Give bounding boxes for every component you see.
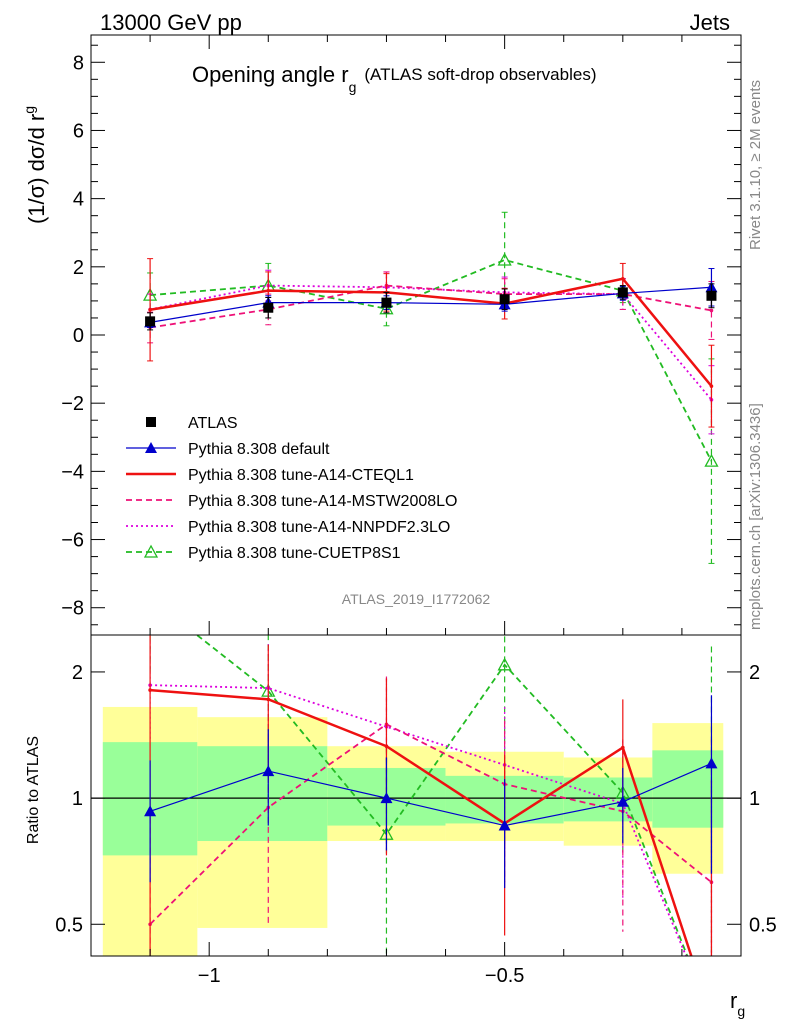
legend-label: Pythia 8.308 tune-A14-CTEQL1 [188, 467, 414, 484]
legend-item: Pythia 8.308 tune-A14-CTEQL1 [126, 467, 414, 484]
ratio-line [195, 635, 689, 956]
y-tick-label: 0 [73, 325, 84, 347]
ratio-point [705, 757, 718, 769]
y-tick-label: 2 [73, 257, 84, 279]
chart-title: Opening angle rg(ATLAS soft-drop observa… [192, 62, 596, 95]
series-line [149, 284, 713, 401]
ratio-panel: 0.5 0.5 1 1 2 2 Ratio to ATLAS [25, 592, 777, 1022]
ratio-y-ticks: 0.5 0.5 1 1 2 2 [55, 662, 777, 936]
data-point [145, 316, 156, 327]
ratio-point [384, 744, 389, 748]
main-series [142, 211, 719, 564]
data-point [381, 297, 392, 308]
x-tick-label: −0.5 [485, 965, 524, 987]
ratio-point [266, 697, 271, 702]
legend-marker [143, 544, 159, 558]
data-point [148, 307, 152, 312]
data-point [706, 290, 717, 301]
ratio-y-tick-label: 0.5 [55, 914, 83, 936]
data-point [704, 453, 719, 467]
data-point [263, 302, 274, 313]
ratio-point [144, 592, 156, 603]
ratio-point [621, 745, 625, 750]
y-tick-label: 4 [73, 189, 84, 211]
ratio-y-tick-label: 1 [749, 788, 760, 810]
y-tick-label: −8 [61, 598, 84, 620]
ratio-y-tick-label: 2 [749, 662, 760, 684]
ratio-point [144, 805, 157, 817]
series-pythia-8-308-tune-cuetp8s1 [142, 211, 719, 564]
ratio-series [144, 592, 718, 1022]
ratio-line [149, 723, 713, 925]
ratio-point [148, 688, 152, 692]
ratio-frame [90, 634, 742, 957]
legend-item: Pythia 8.308 tune-A14-NNPDF2.3LO [126, 519, 450, 536]
legend-item: Pythia 8.308 tune-CUETP8S1 [126, 544, 401, 562]
data-point [621, 276, 625, 281]
legend-marker [146, 417, 156, 427]
series-atlas [145, 283, 717, 331]
legend-label: ATLAS [188, 415, 238, 432]
analysis-label: ATLAS_2019_I1772062 [342, 591, 491, 607]
ratio-bands [91, 706, 741, 956]
ratio-band-inner [197, 746, 328, 842]
ratio-line [149, 688, 693, 956]
ratio-point [710, 1015, 714, 1019]
ratio-y-label: Ratio to ATLAS [25, 736, 42, 844]
main-y-ticks: −8 −6 −4 −2 0 2 4 6 8 [61, 44, 741, 626]
legend-label: Pythia 8.308 tune-A14-NNPDF2.3LO [188, 519, 450, 536]
y-tick-label: 6 [73, 120, 84, 142]
y-tick-label: −6 [61, 530, 84, 552]
x-tick-label: −1 [198, 965, 221, 987]
legend-item: ATLAS [146, 415, 238, 432]
data-point [499, 294, 510, 305]
data-point [617, 287, 628, 298]
series-pythia-8-308-tune-a14-mstw2008lo [147, 271, 715, 344]
data-point [379, 301, 394, 315]
legend-item: Pythia 8.308 tune-A14-MSTW2008LO [126, 493, 457, 510]
ratio-point [705, 1011, 717, 1022]
mcplots-label: mcplots.cern.ch [arXiv:1306.3436] [747, 403, 764, 630]
ratio-y-tick-label: 2 [72, 662, 83, 684]
energy-label: 13000 GeV pp [100, 10, 242, 35]
series-line [150, 259, 713, 462]
legend-label: Pythia 8.308 tune-A14-MSTW2008LO [188, 493, 457, 510]
ratio-point [380, 792, 393, 804]
ratio-point [616, 795, 629, 807]
legend-label: Pythia 8.308 tune-CUETP8S1 [188, 545, 401, 562]
ratio-y-tick-label: 0.5 [749, 914, 777, 936]
main-panel: −8 −6 −4 −2 0 2 4 6 8 Opening angle rg(ATLAS sof… [21, 34, 742, 636]
ratio-point [262, 765, 275, 777]
data-point [266, 288, 271, 293]
legend-label: Pythia 8.308 default [188, 441, 330, 458]
y-tick-label: 8 [73, 52, 84, 74]
series-pythia-8-308-tune-a14-cteql1 [147, 258, 715, 428]
y-tick-label: −4 [61, 461, 84, 483]
ratio-y-tick-label: 1 [72, 788, 83, 810]
ratio-point [498, 819, 511, 831]
legend-item: Pythia 8.308 default [126, 441, 330, 458]
legend-marker [145, 442, 157, 453]
y-tick-label: −2 [61, 393, 84, 415]
ratio-series-pythia-8-308-default [144, 695, 718, 889]
x-axis-label: rg [730, 988, 745, 1019]
rivet-label: Rivet 3.1.10, ≥ 2M events [747, 80, 764, 250]
x-axis-ticks: −1 −0.5 [149, 35, 742, 987]
data-point [497, 252, 512, 266]
process-label: Jets [690, 10, 730, 35]
y-axis-label: (1/σ) dσ/d rg [21, 106, 49, 224]
series-line [149, 277, 713, 387]
ratio-point [497, 657, 512, 671]
data-point [709, 308, 714, 313]
ratio-point [710, 1015, 714, 1019]
ratio-line [149, 762, 712, 827]
series-line [149, 286, 712, 323]
data-point [709, 384, 714, 388]
legend: ATLAS Pythia 8.308 default Pythia 8.308 tu… [126, 415, 457, 562]
